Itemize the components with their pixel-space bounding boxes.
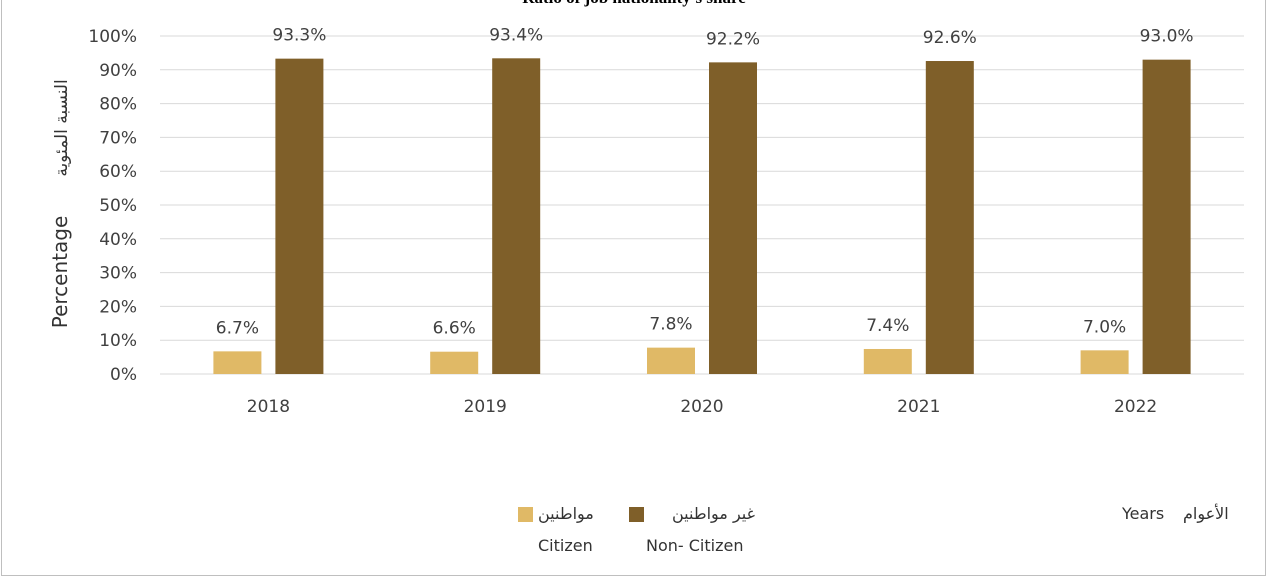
non-citizen-data-label: 93.0% xyxy=(1140,27,1194,47)
legend-citizen-label-arabic: مواطنين xyxy=(538,504,594,523)
citizen-data-label: 7.4% xyxy=(866,316,909,336)
non-citizen-data-label: 92.2% xyxy=(706,29,760,49)
citizen-bar xyxy=(213,351,262,374)
non-citizen-bar xyxy=(492,58,541,375)
x-tick-label: 2018 xyxy=(247,397,290,417)
y-tick-label: 60% xyxy=(99,162,137,182)
y-tick-label: 0% xyxy=(110,365,137,385)
non-citizen-bar xyxy=(1142,59,1191,374)
citizen-data-label: 7.8% xyxy=(649,315,692,335)
citizen-data-label: 6.6% xyxy=(433,319,476,339)
y-tick-label: 10% xyxy=(99,331,137,351)
legend-non-citizen-label-arabic: غير مواطنين xyxy=(672,504,755,523)
citizen-data-label: 6.7% xyxy=(216,318,259,338)
y-tick-label: 50% xyxy=(99,196,137,216)
non-citizen-data-label: 93.3% xyxy=(272,26,326,46)
y-tick-label: 30% xyxy=(99,264,137,284)
y-tick-label: 100% xyxy=(88,27,137,47)
x-tick-label: 2020 xyxy=(680,397,723,417)
x-axis-label-arabic: الأعوام xyxy=(1183,504,1229,523)
x-axis-label-english: Years xyxy=(1122,504,1165,523)
x-tick-label: 2021 xyxy=(897,397,940,417)
x-tick-label: 2019 xyxy=(464,397,507,417)
y-tick-label: 40% xyxy=(99,230,137,250)
legend-english: Citizen Non- Citizen xyxy=(0,536,1268,558)
x-tick-label: 2022 xyxy=(1114,397,1157,417)
citizen-bar xyxy=(1080,350,1129,374)
bar-chart: 0% 10% 20% 30% 40% 50% 60% 70% 80% 90% 100% 6.7% 93.… xyxy=(88,25,1244,417)
chart-title: Ratio of job nationality's share xyxy=(0,0,1268,8)
y-tick-label: 70% xyxy=(99,128,137,148)
y-tick-label: 90% xyxy=(99,61,137,81)
non-citizen-bar xyxy=(925,61,974,375)
non-citizen-bar xyxy=(275,58,324,375)
non-citizen-bar xyxy=(709,62,757,374)
non-citizen-data-label: 93.4% xyxy=(489,25,543,45)
legend-non-citizen-label-english: Non- Citizen xyxy=(646,536,744,555)
citizen-bar xyxy=(863,348,912,374)
citizen-bar xyxy=(430,351,479,374)
non-citizen-data-label: 92.6% xyxy=(923,28,977,48)
legend-citizen-swatch xyxy=(518,507,533,522)
citizen-data-label: 7.0% xyxy=(1083,317,1126,337)
y-tick-label: 20% xyxy=(99,297,137,317)
legend: مواطنين غير مواطنين Years الأعوام xyxy=(0,504,1268,526)
legend-non-citizen-swatch xyxy=(629,507,644,522)
y-tick-label: 80% xyxy=(99,95,137,115)
legend-citizen-label-english: Citizen xyxy=(538,536,593,555)
citizen-bar xyxy=(647,347,695,374)
